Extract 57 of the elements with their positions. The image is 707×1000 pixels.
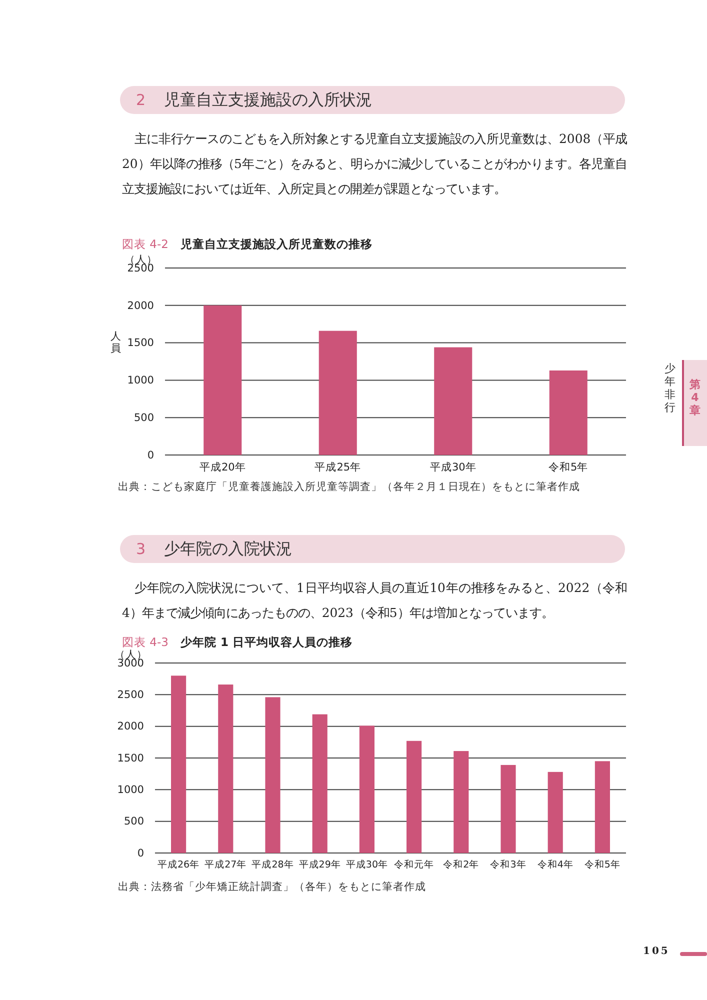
bar: [359, 726, 374, 853]
y-tick-label: 500: [134, 412, 154, 424]
bar: [171, 676, 186, 853]
y-tick-label: 1000: [117, 784, 144, 796]
y-tick-label: 2000: [127, 300, 154, 312]
source-note: 出典：こども家庭庁「児童養護施設入所児童等調査」（各年２月１日現在）をもとに筆者作成: [118, 480, 580, 494]
y-tick-label: 1500: [117, 752, 144, 764]
y-tick-label: 2500: [117, 689, 144, 702]
bar: [406, 740, 422, 853]
y-tick-label: 1000: [127, 374, 154, 387]
x-tick-label: 令和4年: [537, 858, 574, 871]
chart-title: 少年院 1 日平均収容人員の推移: [180, 635, 352, 649]
y-tick-label: 1500: [127, 337, 154, 350]
bar: [548, 772, 563, 853]
y-tick-label: 2500: [127, 262, 154, 274]
text: 少年院の入院状況について、1日平均収容人員の直近10年の推移をみると、2022（令和4）年まで減少傾向にあったものの、2023（令和5）年は増加となっています。: [122, 579, 627, 622]
y-tick-label: 0: [147, 449, 154, 462]
bar: [549, 370, 588, 455]
x-tick-label: 平成30年: [430, 460, 476, 474]
bar: [318, 330, 357, 455]
bar: [218, 684, 234, 853]
bar: [265, 697, 280, 853]
text: 105: [643, 946, 670, 957]
y-tick-label: 2000: [117, 720, 144, 733]
x-tick-label: 平成25年: [314, 460, 362, 474]
x-tick-label: 令和2年: [443, 858, 480, 871]
bar: [594, 761, 610, 853]
y-tick-label: 500: [124, 816, 144, 828]
x-tick-label: 令和3年: [490, 858, 526, 871]
bar: [500, 764, 516, 853]
y-axis-title: 人員: [110, 330, 122, 354]
text: 図表 4-3: [122, 635, 168, 649]
x-tick-label: 平成30年: [346, 858, 388, 871]
bar: [312, 714, 328, 853]
x-tick-label: 平成27年: [204, 858, 247, 871]
y-tick-label: 3000: [117, 657, 144, 670]
x-tick-label: 平成29年: [298, 858, 341, 871]
x-tick-label: 平成26年: [158, 858, 200, 871]
text: 図表 4-2: [122, 237, 168, 251]
text: 少年非行: [664, 362, 676, 414]
text: 3: [136, 540, 146, 558]
text: 第4章: [688, 378, 700, 417]
x-tick-label: 令和5年: [548, 460, 588, 474]
bar: [204, 305, 242, 455]
x-tick-label: 令和5年: [584, 858, 620, 871]
text: 2: [136, 91, 146, 109]
x-tick-label: 平成28年: [252, 858, 294, 871]
bar: [454, 751, 469, 853]
x-tick-label: 平成20年: [199, 460, 246, 474]
x-tick-label: 令和元年: [394, 858, 434, 871]
text: 児童自立支援施設の入所状況: [164, 90, 372, 111]
y-tick-label: 0: [137, 847, 144, 860]
source-note: 出典：法務省「少年矯正統計調査」（各年）をもとに筆者作成: [118, 880, 426, 894]
text: 少年院の入院状況: [164, 539, 292, 560]
bar: [434, 347, 472, 455]
text: 主に非行ケースのこどもを入所対象とする児童自立支援施設の入所児童数は、2008（平成20）年以降の推移（5年ごと）をみると、明らかに減少していることがわかります。各児童自立支援施設においては近年、入所定員との開差が課題となっています。: [122, 130, 627, 198]
chart-title: 児童自立支援施設入所児童数の推移: [180, 237, 372, 251]
